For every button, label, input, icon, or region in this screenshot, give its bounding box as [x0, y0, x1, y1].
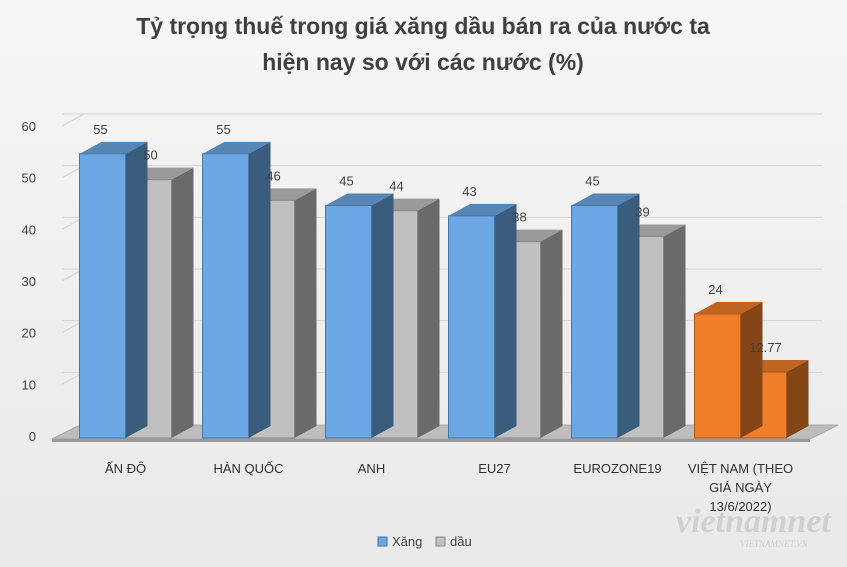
bar-Xăng-2-front [325, 205, 372, 439]
y-tick-label: 50 [22, 171, 36, 186]
bar-Xăng-1-side [248, 141, 271, 439]
data-label: 39 [635, 205, 649, 220]
watermark-text: vietnamnet [676, 503, 832, 540]
x-tick-label: EUROZONE19 [573, 461, 661, 476]
data-label: 38 [512, 210, 526, 225]
data-label: 43 [462, 184, 476, 199]
x-tick-label: VIỆT NAM (THEO [688, 461, 793, 476]
bar-Xăng-3-top [448, 203, 517, 216]
data-label: 24 [708, 282, 722, 297]
data-label: 55 [216, 122, 230, 137]
bar-Xăng-2 [325, 193, 394, 439]
legend: Xăng dầu [377, 534, 472, 549]
bar-Xăng-1-front [202, 153, 249, 439]
bar-Xăng-4 [571, 193, 640, 439]
bar-Xăng-3-front [448, 215, 495, 439]
bar-dầu-2-side [417, 198, 440, 438]
x-tick-label: HÀN QUỐC [213, 461, 283, 476]
bar-Xăng-3-side [494, 203, 517, 438]
data-labels: 55 50 55 46 45 44 43 38 45 39 24 12.77 [93, 122, 782, 355]
data-label: 50 [143, 148, 157, 163]
bar-Xăng-5-side [740, 302, 763, 438]
x-tick-label: GIÁ NGÀY [709, 480, 772, 495]
x-tick-label: 13/6/2022) [709, 499, 771, 514]
bar-Xăng-2-side [371, 193, 394, 438]
bar-dầu-1-side [294, 188, 317, 438]
floor-edge [52, 439, 810, 442]
bar-Xăng-4-side [617, 193, 640, 438]
bar-Xăng-5 [694, 302, 763, 439]
data-label: 46 [266, 168, 280, 183]
bar-Xăng-1 [202, 141, 271, 439]
bar-Xăng-0-side [125, 141, 148, 439]
bar-Xăng-4-front [571, 205, 618, 439]
data-label: 45 [339, 174, 353, 189]
bar-dầu-4-side [663, 224, 686, 438]
bar-Xăng-0-top [79, 141, 148, 154]
legend-swatch [435, 536, 446, 547]
y-tick-label: 10 [22, 377, 36, 392]
y-axis: 0 10 20 30 40 50 60 [22, 119, 36, 444]
bar-Xăng-5-top [694, 302, 763, 314]
data-label: 45 [585, 174, 599, 189]
bar-Xăng-3 [448, 203, 517, 439]
chart-title-line-2: hiện nay so với các nước (%) [262, 49, 584, 75]
legend-swatch [377, 536, 388, 547]
bar-dầu-5-side [786, 360, 809, 438]
y-tick-label: 0 [29, 429, 36, 444]
y-tick-label: 20 [22, 326, 36, 341]
bar-Xăng-2-top [325, 193, 394, 206]
bar-Xăng-1-top [202, 141, 271, 154]
data-label: 55 [93, 122, 107, 137]
watermark-subtext: VIETNAMNET.VN [740, 539, 809, 549]
y-tick-label: 60 [22, 119, 36, 134]
x-tick-label: ẤN ĐỘ [105, 461, 146, 476]
bar-dầu-0-side [171, 167, 194, 438]
bar-dầu-3-side [540, 229, 563, 438]
bar-Xăng-0-front [79, 153, 126, 439]
data-label: 12.77 [749, 340, 782, 355]
data-label: 44 [389, 179, 403, 194]
bars [79, 141, 809, 439]
bar-Xăng-0 [79, 141, 148, 439]
gridline-side [61, 113, 85, 127]
chart-title-line-1: Tỷ trọng thuế trong giá xăng dầu bán ra … [136, 13, 710, 39]
legend-label: Xăng [392, 534, 422, 549]
x-tick-label: EU27 [478, 461, 511, 476]
chart-title: Tỷ trọng thuế trong giá xăng dầu bán ra … [136, 13, 710, 75]
x-axis: ẤN ĐỘ HÀN QUỐC ANH EU27 EUROZONE19 VIỆT NAM (… [105, 461, 793, 514]
x-tick-label: ANH [358, 461, 385, 476]
bar-Xăng-5-front [694, 313, 741, 439]
bar-Xăng-4-top [571, 193, 640, 206]
y-tick-label: 40 [22, 222, 36, 237]
legend-label: dầu [450, 534, 472, 549]
y-tick-label: 30 [22, 274, 36, 289]
